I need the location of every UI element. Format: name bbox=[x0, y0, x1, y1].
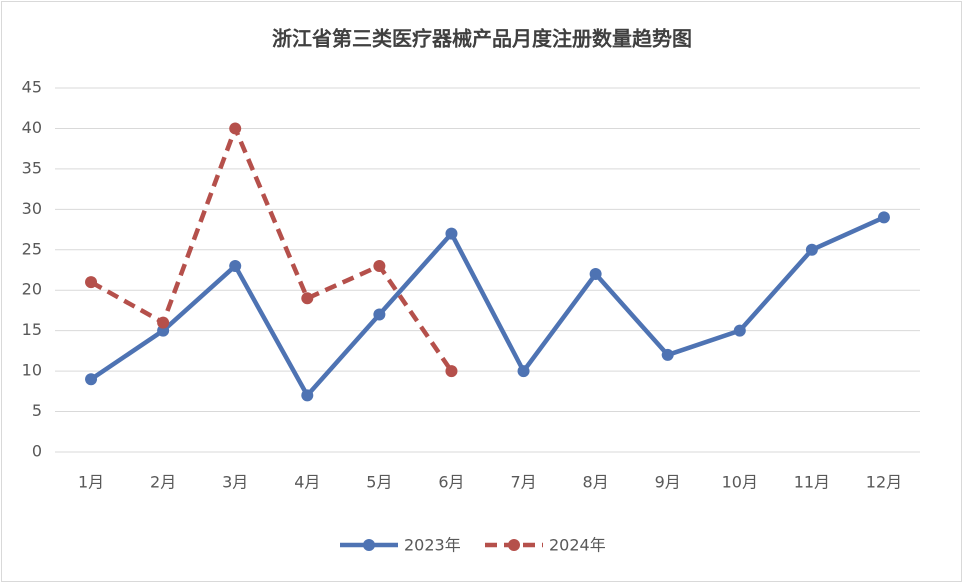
data-point bbox=[229, 259, 242, 272]
y-tick-label: 10 bbox=[22, 361, 42, 380]
data-point bbox=[301, 389, 314, 402]
data-point bbox=[85, 373, 98, 386]
y-tick-label: 20 bbox=[22, 280, 42, 299]
series-line bbox=[89, 215, 885, 398]
data-point bbox=[445, 227, 458, 240]
x-tick-label: 12月 bbox=[866, 473, 902, 492]
y-tick-label: 15 bbox=[22, 320, 42, 339]
x-tick-label: 5月 bbox=[366, 473, 392, 492]
x-tick-label: 10月 bbox=[722, 473, 758, 492]
data-point bbox=[301, 292, 314, 305]
y-tick-label: 0 bbox=[32, 442, 42, 461]
legend-marker bbox=[363, 539, 375, 551]
data-point bbox=[877, 211, 890, 224]
data-point bbox=[805, 243, 818, 256]
data-point bbox=[229, 122, 242, 135]
series-line bbox=[89, 126, 454, 373]
x-tick-label: 9月 bbox=[655, 473, 681, 492]
y-tick-label: 30 bbox=[22, 199, 42, 218]
x-tick-label: 6月 bbox=[438, 473, 464, 492]
data-point bbox=[373, 308, 386, 321]
data-point bbox=[661, 348, 674, 361]
legend-label: 2023年 bbox=[404, 536, 461, 555]
y-tick-label: 25 bbox=[22, 239, 42, 258]
x-tick-label: 1月 bbox=[78, 473, 104, 492]
x-tick-label: 8月 bbox=[583, 473, 609, 492]
y-tick-label: 5 bbox=[32, 401, 42, 420]
data-point bbox=[373, 259, 386, 272]
x-tick-label: 11月 bbox=[794, 473, 830, 492]
chart-title: 浙江省第三类医疗器械产品月度注册数量趋势图 bbox=[272, 27, 692, 51]
data-point bbox=[85, 276, 98, 289]
legend-label: 2024年 bbox=[549, 536, 606, 555]
data-point bbox=[157, 316, 170, 329]
x-tick-label: 2月 bbox=[150, 473, 176, 492]
legend-marker bbox=[508, 539, 520, 551]
y-tick-label: 35 bbox=[22, 158, 42, 177]
y-tick-label: 40 bbox=[22, 118, 42, 137]
data-point bbox=[733, 324, 746, 337]
y-tick-label: 45 bbox=[22, 78, 42, 97]
data-point bbox=[517, 365, 530, 378]
data-point bbox=[589, 268, 602, 281]
x-tick-label: 3月 bbox=[222, 473, 248, 492]
x-tick-label: 7月 bbox=[510, 473, 536, 492]
data-point bbox=[445, 365, 458, 378]
x-tick-label: 4月 bbox=[294, 473, 320, 492]
